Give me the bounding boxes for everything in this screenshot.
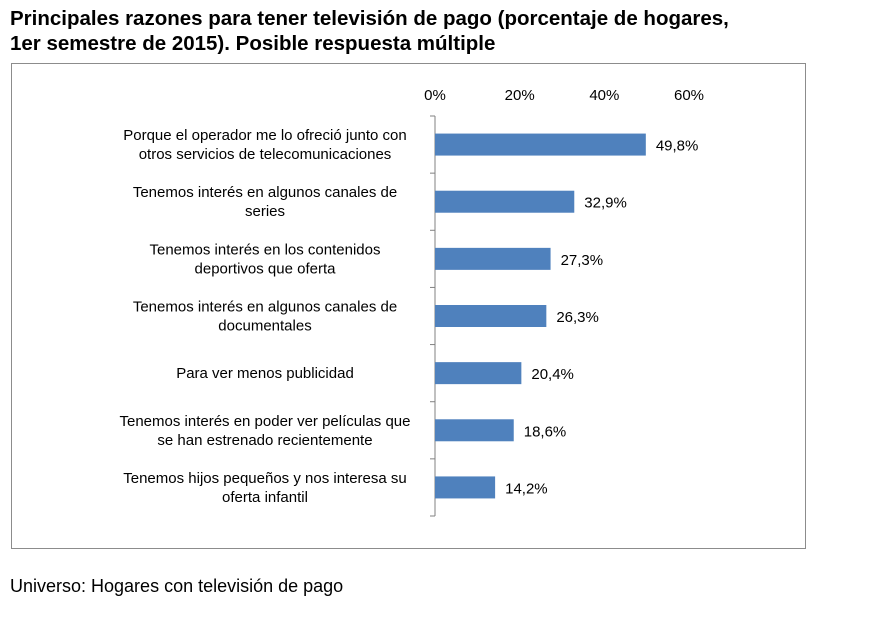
category-label: Porque el operador me lo ofreció junto c… — [123, 127, 407, 144]
data-label: 27,3% — [561, 252, 604, 269]
category-label: Tenemos interés en algunos canales de — [133, 184, 397, 201]
footnote: Universo: Hogares con televisión de pago — [10, 576, 344, 596]
category-label: se han estrenado recientemente — [157, 432, 372, 449]
chart-frame: 0% 20% 40% 60% 49,8% Porque el operador me lo… — [11, 63, 806, 549]
category-label: Tenemos interés en algunos canales de — [133, 299, 397, 316]
category-label: oferta infantil — [222, 489, 308, 506]
x-tick-label: 60% — [674, 87, 704, 104]
data-label: 20,4% — [531, 366, 574, 383]
data-label: 18,6% — [524, 423, 567, 440]
x-tick-label: 20% — [505, 87, 535, 104]
data-label: 49,8% — [656, 138, 699, 155]
bar — [435, 190, 575, 213]
category-label: deportivos que oferta — [195, 260, 337, 277]
x-tick-label: 40% — [589, 87, 619, 104]
bar — [435, 419, 514, 442]
category-label: documentales — [218, 318, 311, 335]
category-label: series — [245, 203, 285, 220]
bar — [435, 133, 646, 156]
bar-chart: 0% 20% 40% 60% 49,8% Porque el operador me lo… — [119, 87, 704, 517]
data-label: 14,2% — [505, 480, 548, 497]
category-label: Tenemos interés en los contenidos — [150, 241, 381, 258]
x-tick-label: 0% — [424, 87, 446, 104]
title-line-1: Principales razones para tener televisió… — [10, 7, 729, 30]
bar — [435, 247, 551, 270]
chart-title: Principales razones para tener televisió… — [10, 6, 875, 56]
category-label: Tenemos interés en poder ver películas q… — [119, 413, 410, 430]
category-label: Para ver menos publicidad — [176, 365, 354, 382]
title-line-2: 1er semestre de 2015). Posible respuesta… — [10, 32, 496, 55]
category-label: Tenemos hijos pequeños y nos interesa su — [123, 470, 407, 487]
bar — [435, 476, 496, 499]
bar — [435, 305, 547, 327]
bar — [435, 362, 522, 385]
category-label: otros servicios de telecomunicaciones — [139, 146, 392, 163]
data-label: 26,3% — [556, 309, 599, 326]
data-label: 32,9% — [584, 195, 627, 212]
